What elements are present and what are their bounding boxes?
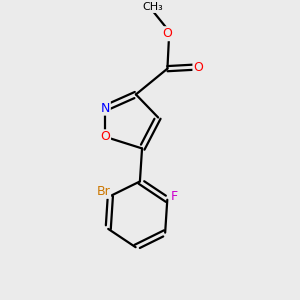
Text: O: O bbox=[163, 27, 172, 40]
Text: CH₃: CH₃ bbox=[143, 2, 164, 12]
Text: F: F bbox=[171, 190, 178, 203]
Text: O: O bbox=[194, 61, 203, 74]
Text: O: O bbox=[100, 130, 110, 143]
Text: N: N bbox=[100, 102, 110, 115]
Text: Br: Br bbox=[96, 185, 110, 198]
